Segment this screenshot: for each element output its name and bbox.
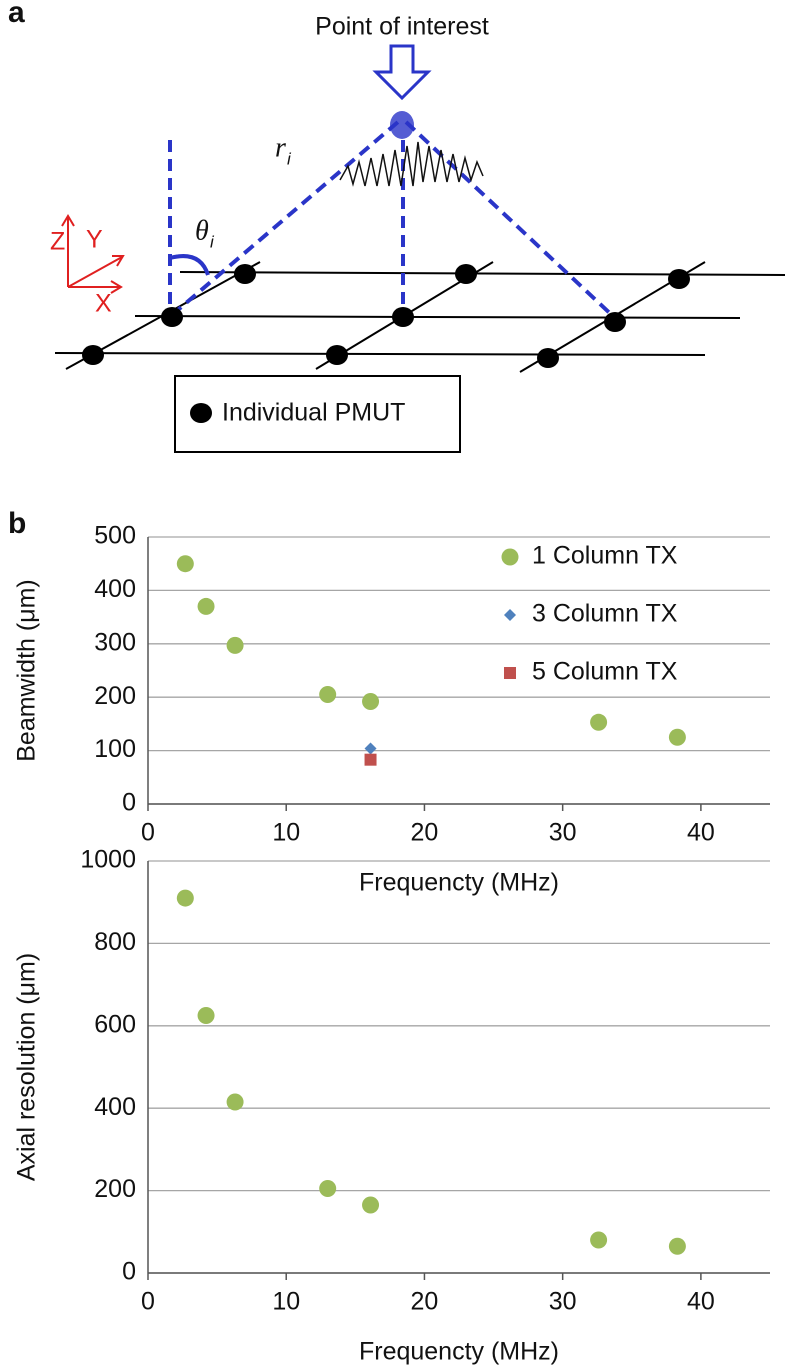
point: [226, 636, 244, 654]
legend-marker: [504, 609, 516, 621]
y-tick-label: 400: [94, 575, 136, 603]
y-tick-label: 300: [94, 628, 136, 656]
row-line: [54, 352, 706, 356]
pmuts: [82, 264, 690, 368]
x-tick-label: 30: [549, 1288, 577, 1316]
angle-arc: [169, 254, 210, 276]
point: [319, 686, 337, 704]
y-tick-label: 500: [94, 522, 136, 550]
legend-marker: [190, 403, 212, 423]
axis-name: X: [95, 290, 112, 318]
legend-label: Individual PMUT: [222, 399, 405, 427]
legend-marker: [501, 548, 519, 566]
point: [590, 713, 608, 731]
angle-symbol: θ: [195, 215, 209, 246]
point: [226, 1093, 244, 1111]
point: [176, 555, 194, 573]
x-tick-label: 10: [272, 819, 300, 847]
diagram-title: Point of interest: [315, 13, 489, 41]
x-tick-label: 40: [687, 819, 715, 847]
y-tick-label: 0: [122, 1258, 136, 1286]
ray: [404, 120, 617, 320]
legend-label: 1 Column TX: [532, 542, 678, 570]
legend-label: 5 Column TX: [532, 658, 678, 686]
point: [590, 1231, 608, 1249]
point: [364, 742, 377, 755]
point: [668, 1237, 686, 1255]
diagram: Point of interest r i θ i Z Y X Individu…: [50, 13, 786, 453]
angle-subscript: i: [210, 232, 215, 251]
x-axis-title: Frequencty (MHz): [359, 869, 559, 897]
y-tick-label: 600: [94, 1010, 136, 1038]
x-tick-label: 20: [411, 819, 439, 847]
wave: [339, 141, 484, 187]
point: [319, 1180, 337, 1198]
ray: [170, 120, 400, 317]
y-tick-label: 200: [94, 682, 136, 710]
arrow: [372, 44, 432, 101]
point: [176, 889, 194, 907]
focus: [390, 111, 414, 139]
y-tick-label: 1000: [80, 846, 136, 874]
y-tick-label: 0: [122, 789, 136, 817]
point: [364, 753, 377, 766]
row-line: [179, 271, 786, 276]
y-axis-title: Beamwidth (μm): [13, 579, 41, 762]
x-tick-label: 30: [549, 819, 577, 847]
y-tick-label: 800: [94, 928, 136, 956]
x-tick-label: 20: [411, 1288, 439, 1316]
legend-marker: [504, 667, 516, 679]
y-tick-label: 400: [94, 1093, 136, 1121]
row-line: [134, 315, 741, 319]
axis-name: Y: [86, 226, 103, 254]
point: [197, 597, 215, 615]
point: [197, 1007, 215, 1024]
x-tick-label: 40: [687, 1288, 715, 1316]
legend-label: 3 Column TX: [532, 600, 678, 628]
axis-name: Z: [50, 228, 65, 256]
x-tick-label: 10: [272, 1288, 300, 1316]
panel-label: a: [8, 0, 25, 29]
y-tick-label: 200: [94, 1175, 136, 1203]
panel-label: b: [8, 507, 26, 540]
y-axis-title: Axial resolution (μm): [13, 953, 41, 1181]
distance-symbol: r: [275, 132, 286, 163]
x-axis-title: Frequencty (MHz): [359, 1338, 559, 1366]
point: [362, 692, 380, 710]
legend-box: [174, 375, 461, 453]
distance-subscript: i: [287, 149, 292, 168]
point: [362, 1196, 380, 1214]
xyz-axes: [61, 214, 125, 294]
x-tick-label: 0: [141, 1288, 155, 1316]
point: [668, 728, 686, 746]
y-tick-label: 100: [94, 735, 136, 763]
x-tick-label: 0: [141, 819, 155, 847]
